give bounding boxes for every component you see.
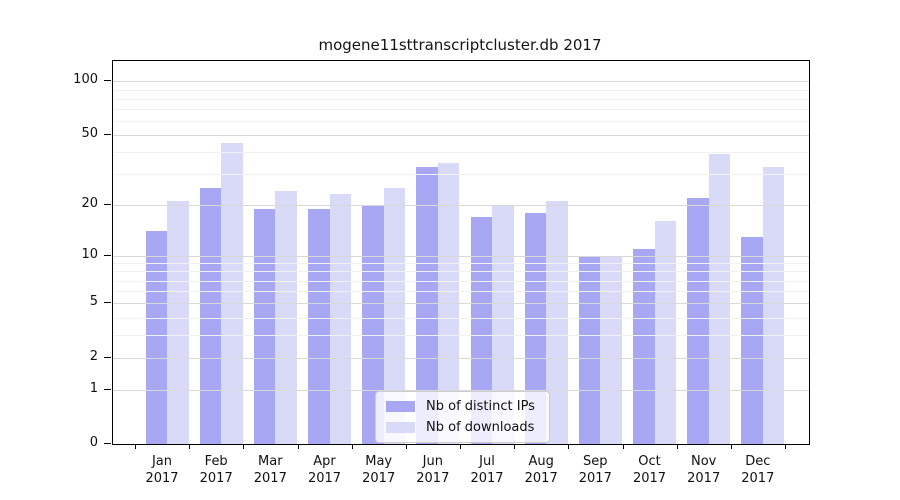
major-gridline [113, 81, 809, 83]
y-tick-label: 5 [89, 294, 98, 310]
y-tick-mark [104, 254, 111, 256]
bar-oct-distinct-ips [633, 248, 655, 444]
major-gridline [113, 255, 809, 257]
bar-sep-downloads [600, 255, 622, 444]
minor-gridline [113, 109, 809, 111]
bar-aug-distinct-ips [524, 212, 547, 444]
plot-area: Nb of distinct IPs Nb of downloads [112, 60, 810, 445]
bar-apr-distinct-ips [308, 208, 330, 444]
major-gridline [113, 204, 809, 206]
x-tick-label-mar: Mar 2017 [253, 454, 287, 486]
x-tick-label-oct: Oct 2017 [632, 454, 667, 486]
y-tick-label: 10 [81, 246, 98, 262]
bar-may-downloads [383, 188, 406, 444]
bar-mar-downloads [275, 191, 297, 444]
bar-sep-distinct-ips [578, 255, 601, 444]
major-gridline [113, 389, 809, 391]
y-tick-mark [104, 203, 111, 205]
x-tick-label-feb: Feb 2017 [199, 454, 233, 486]
x-tick-mark [243, 444, 245, 449]
x-tick-label-dec: Dec 2017 [741, 454, 775, 486]
minor-gridline [113, 335, 809, 337]
x-tick-label-apr: Apr 2017 [307, 454, 342, 486]
y-tick-label: 1 [89, 380, 98, 396]
bar-jun-distinct-ips [416, 167, 438, 444]
legend-item-distinct-ips: Nb of distinct IPs [386, 399, 535, 414]
bar-aug-downloads [546, 201, 568, 444]
legend-label-distinct-ips: Nb of distinct IPs [426, 399, 535, 414]
x-tick-mark [460, 444, 461, 449]
x-tick-mark [676, 444, 678, 449]
bar-mar-distinct-ips [253, 208, 276, 444]
y-tick-mark [104, 134, 111, 136]
major-gridline [113, 357, 809, 359]
minor-gridline [113, 152, 809, 154]
x-tick-label-jul: Jul 2017 [470, 454, 504, 486]
y-tick-mark [104, 388, 111, 390]
legend: Nb of distinct IPs Nb of downloads [375, 391, 550, 443]
bar-dec-downloads [762, 167, 785, 444]
major-gridline [113, 303, 809, 305]
y-tick-mark [104, 80, 111, 82]
bar-jan-distinct-ips [145, 231, 168, 444]
minor-gridline [113, 317, 809, 319]
minor-gridline [113, 271, 809, 273]
legend-swatch-downloads [386, 422, 415, 433]
y-tick-mark [104, 443, 111, 444]
bar-oct-downloads [654, 221, 677, 444]
x-tick-label-aug: Aug 2017 [524, 454, 558, 486]
minor-gridline [113, 121, 809, 122]
minor-gridline [113, 280, 809, 282]
x-tick-label-jun: Jun 2017 [416, 454, 450, 486]
legend-swatch-distinct-ips [386, 401, 415, 412]
x-tick-label-nov: Nov 2017 [687, 454, 721, 486]
x-tick-mark [297, 444, 299, 449]
x-tick-mark [785, 444, 786, 449]
minor-gridline [113, 263, 809, 265]
x-tick-label-may: May 2017 [362, 454, 396, 486]
major-gridline [113, 135, 809, 137]
bar-jul-downloads [492, 204, 514, 444]
x-tick-mark [514, 444, 516, 449]
legend-label-downloads: Nb of downloads [426, 420, 535, 435]
x-tick-mark [730, 444, 732, 449]
y-tick-label: 0 [89, 435, 98, 450]
minor-gridline [113, 291, 809, 293]
x-tick-mark [622, 444, 624, 449]
bar-feb-downloads [221, 143, 243, 444]
x-tick-mark [405, 444, 407, 449]
y-tick-label: 50 [81, 126, 98, 142]
bar-nov-downloads [708, 154, 731, 444]
x-tick-mark [189, 444, 191, 449]
minor-gridline [113, 98, 809, 100]
minor-gridline [113, 89, 809, 91]
bar-jul-distinct-ips [470, 216, 493, 444]
x-tick-label-jan: Jan 2017 [145, 454, 179, 486]
y-tick-mark [104, 356, 111, 358]
bar-jan-downloads [167, 201, 189, 444]
y-tick-label: 2 [89, 348, 98, 364]
y-tick-label: 20 [81, 195, 98, 211]
x-tick-mark [135, 444, 136, 449]
legend-item-downloads: Nb of downloads [386, 420, 535, 435]
y-tick-label: 100 [73, 72, 98, 88]
x-tick-label-sep: Sep 2017 [578, 454, 612, 486]
bar-may-distinct-ips [362, 204, 384, 444]
bar-feb-distinct-ips [199, 188, 222, 444]
bar-nov-distinct-ips [687, 197, 709, 444]
y-tick-mark [104, 302, 111, 304]
bar-dec-distinct-ips [741, 236, 763, 444]
chart-title: mogene11sttranscriptcluster.db 2017 [318, 36, 602, 54]
minor-gridline [113, 174, 809, 176]
x-tick-mark [568, 444, 570, 449]
x-tick-mark [351, 444, 353, 449]
bar-apr-downloads [329, 194, 352, 444]
